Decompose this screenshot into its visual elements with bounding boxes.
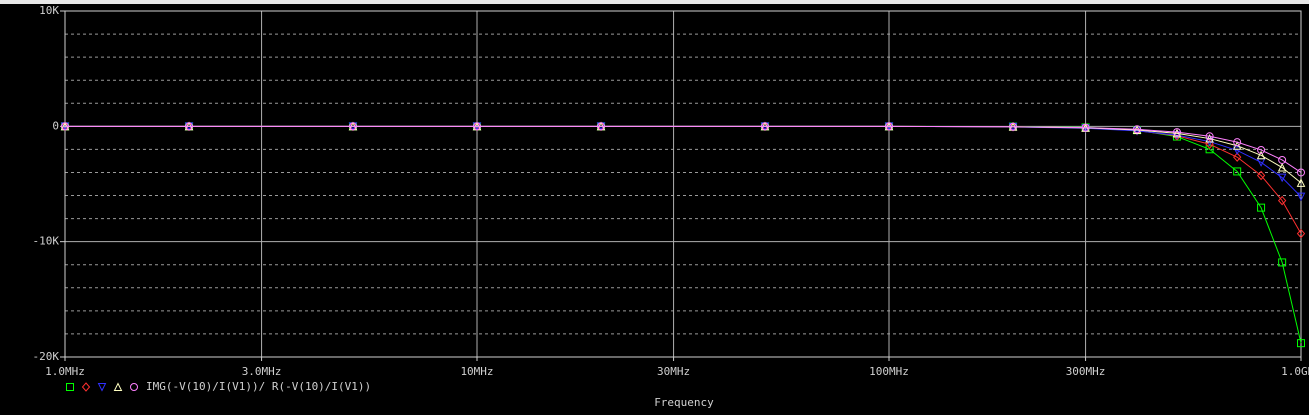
data-point [1278,155,1287,164]
data-point [1278,258,1287,267]
data-point [1257,203,1266,212]
data-point [1233,152,1242,162]
series-line [65,125,1302,184]
legend-symbol [66,383,74,391]
legend-symbol [81,382,91,392]
data-point [1296,178,1306,187]
x-tick-label: 30MHz [657,365,690,378]
data-point [1256,150,1266,160]
x-tick-label: 1.0MHz [45,365,85,378]
data-point [1132,125,1142,134]
series-line [65,125,1302,234]
data-point [597,122,606,131]
x-tick-label: 300MHz [1066,365,1106,378]
data-point [1172,128,1181,137]
data-point [473,122,481,131]
plot-frame [64,10,1302,358]
y-tick-label: 0 [52,119,59,132]
data-point [1205,132,1214,141]
data-point [1257,145,1266,154]
legend-symbol [113,382,123,391]
data-point [1296,192,1306,202]
data-point [1256,170,1266,181]
data-point [885,122,893,131]
window-edge [0,0,1309,4]
legend-label: IMG(-V(10)/I(V1))/ R(-V(10)/I(V1)) [146,380,371,393]
data-point [1277,162,1287,172]
y-tick-label: 10K [39,4,59,17]
data-point [1205,133,1214,143]
data-point [1277,195,1287,206]
data-point [185,122,194,131]
series-line [65,125,1302,198]
y-tick-label: -10K [33,235,60,248]
data-point [1133,125,1142,134]
data-point [1233,167,1242,176]
y-tick-label: -20K [33,350,60,363]
data-point [348,122,357,131]
x-axis-label: Frequency [654,396,714,409]
data-point [61,122,69,131]
data-point [1233,138,1242,147]
data-point [1296,228,1306,239]
data-point [1205,139,1214,149]
data-point [1081,123,1090,132]
x-tick-label: 3.0MHz [242,365,282,378]
data-point [1277,173,1287,183]
legend-symbol [97,383,107,392]
data-point [1232,146,1242,156]
x-tick-label: 100MHz [869,365,909,378]
data-point [760,122,769,131]
data-point [1297,339,1305,348]
x-tick-label: 1.0GHz [1281,365,1309,378]
data-point [1009,122,1018,131]
x-tick-label: 10MHz [460,365,493,378]
series-line [65,125,1302,173]
data-point [1297,168,1305,177]
legend-symbol [130,383,138,391]
data-point [1172,128,1182,138]
